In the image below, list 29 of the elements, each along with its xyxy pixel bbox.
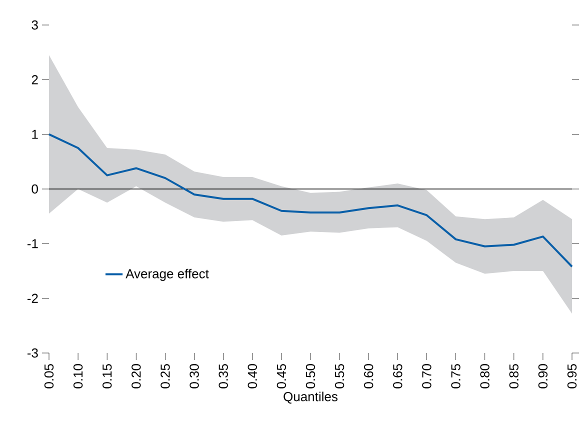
x-tick-label: 0.75 bbox=[451, 364, 460, 388]
y-tick-label: -2 bbox=[27, 294, 38, 303]
x-tick-label: 0.10 bbox=[73, 364, 83, 388]
x-tick-label: 0.80 bbox=[480, 364, 490, 388]
y-tick-label: -3 bbox=[27, 348, 38, 358]
x-tick-label: 0.55 bbox=[334, 364, 344, 388]
x-tick-label: 0.20 bbox=[132, 364, 141, 388]
x-tick-label: 0.25 bbox=[160, 364, 170, 388]
x-tick-label: 0.05 bbox=[44, 364, 54, 388]
x-tick-label: 0.70 bbox=[422, 364, 432, 388]
x-tick-label: 0.35 bbox=[218, 364, 228, 388]
y-tick-label: -1 bbox=[27, 239, 38, 248]
x-tick-label: 0.95 bbox=[567, 364, 577, 388]
line-series bbox=[48, 133, 574, 268]
legend-label: Average effect bbox=[126, 268, 209, 281]
y-tick-label: 3 bbox=[32, 20, 38, 30]
x-tick-label: 0.30 bbox=[190, 364, 199, 388]
x-tick-label: 0.15 bbox=[102, 364, 112, 388]
y-tick-label: 1 bbox=[32, 130, 38, 139]
y-tick-label: 2 bbox=[32, 75, 38, 84]
x-tick-label: 0.85 bbox=[509, 364, 518, 388]
x-axis-title: Quantiles bbox=[284, 392, 338, 404]
x-tick-label: 0.90 bbox=[538, 364, 548, 388]
x-tick-label: 0.45 bbox=[276, 364, 286, 388]
x-tick-label: 0.60 bbox=[364, 364, 374, 388]
x-tick-label: 0.40 bbox=[248, 364, 257, 388]
y-tick-label: 0 bbox=[32, 184, 38, 194]
x-tick-label: 0.65 bbox=[393, 364, 402, 388]
x-tick-label: 0.50 bbox=[306, 364, 316, 388]
